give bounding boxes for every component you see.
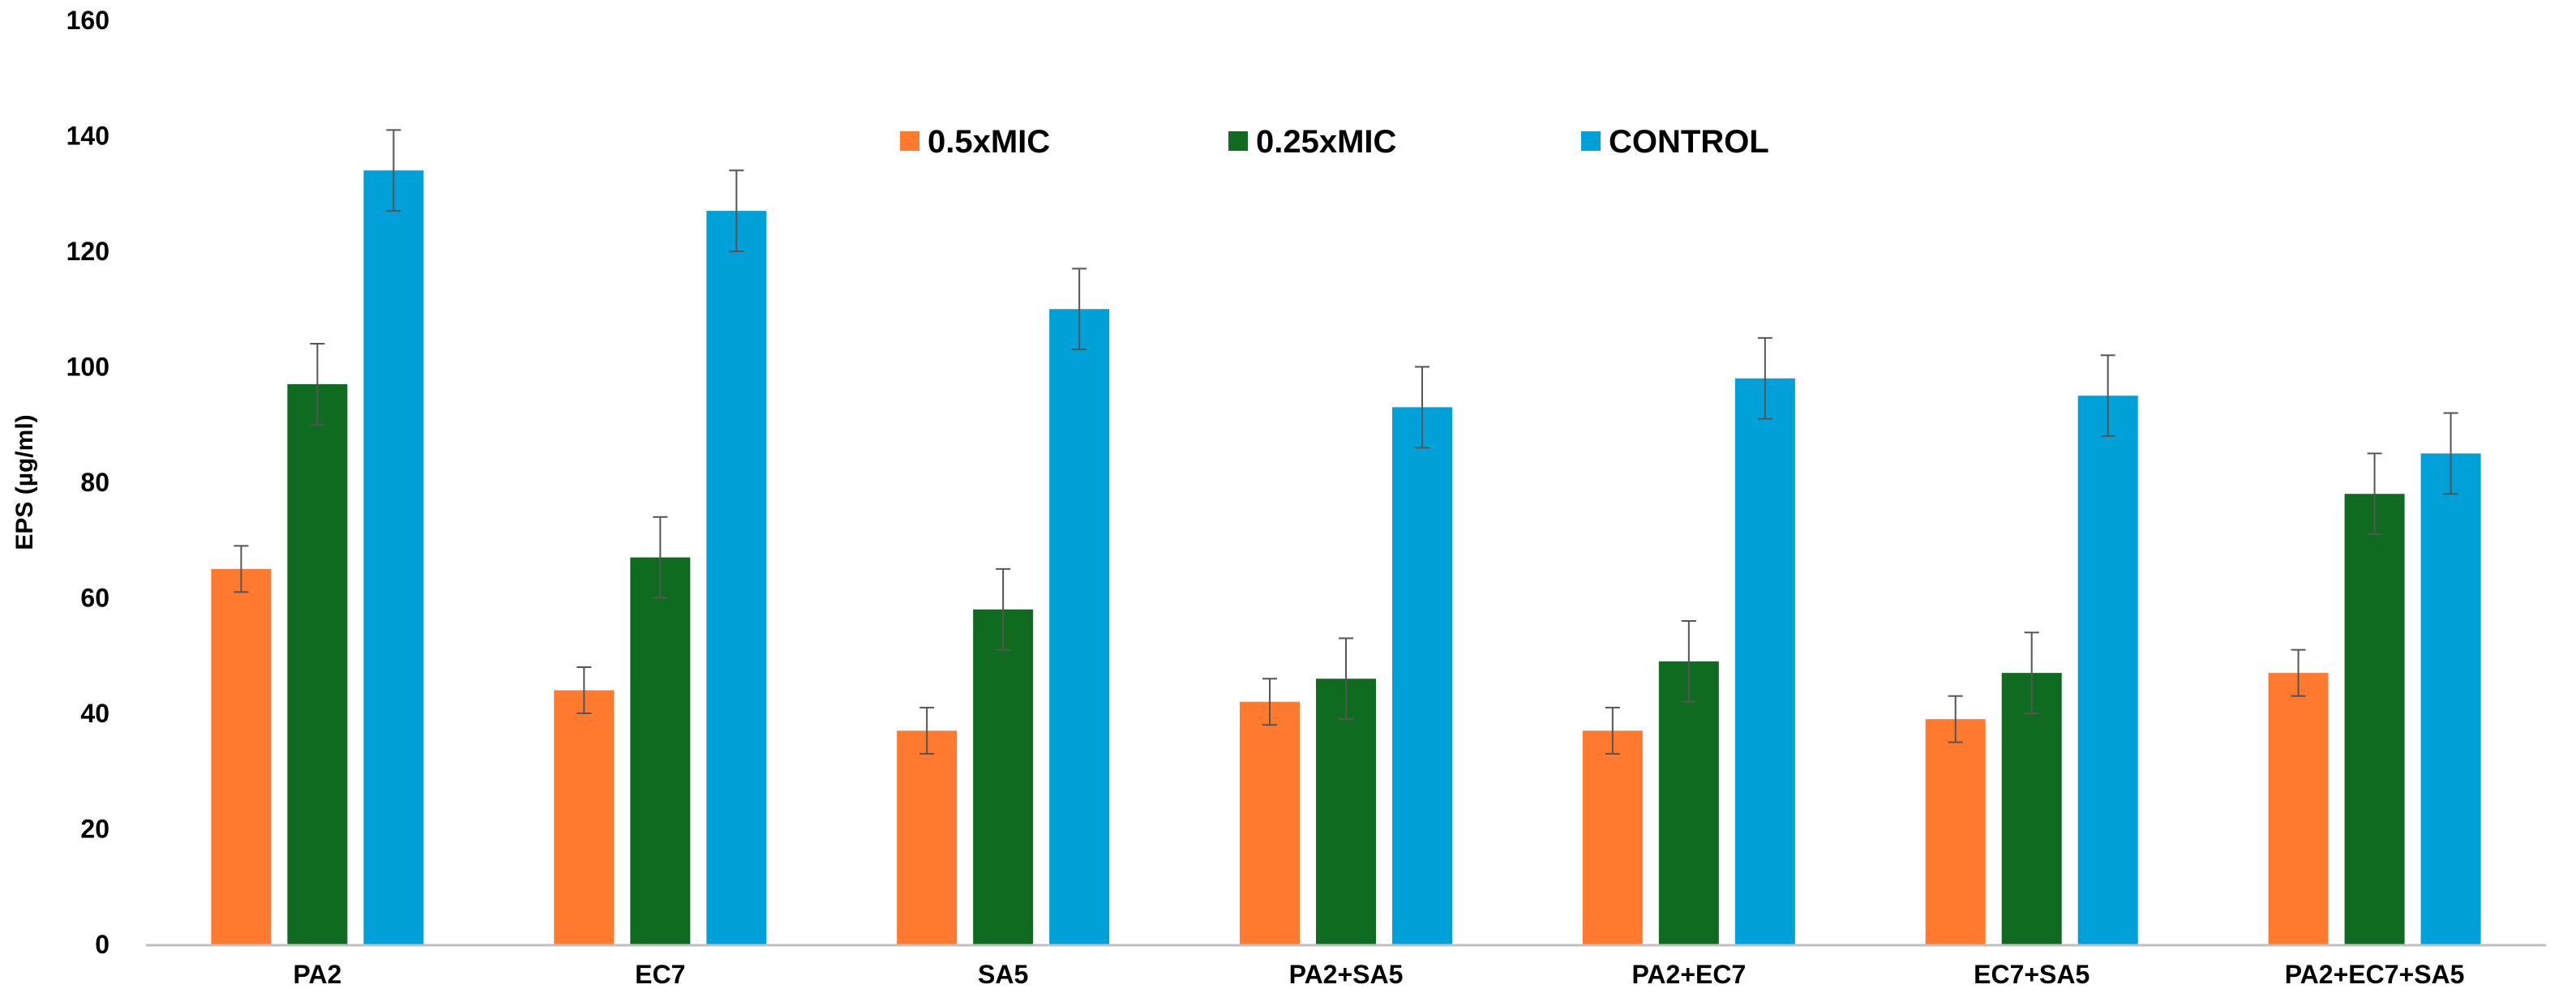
legend-label: CONTROL <box>1609 124 1769 160</box>
error-bar <box>1948 695 1963 743</box>
bar-0-5xmic-ec7-sa5 <box>1925 719 1986 944</box>
x-category-label: EC7+SA5 <box>1974 960 2090 989</box>
bar-0-25xmic-pa2-ec7 <box>1658 661 1719 944</box>
error-bar <box>729 169 744 252</box>
y-tick-label: 40 <box>80 699 109 728</box>
y-axis-ticks: 0 20 40 60 80 100 120 140 160 <box>66 6 109 959</box>
bar-control-ec7 <box>706 211 767 944</box>
error-bar <box>2291 649 2306 697</box>
legend-label: 0.25xMIC <box>1256 124 1396 160</box>
error-bar <box>653 516 668 599</box>
bars-layer <box>211 170 2481 944</box>
x-category-label: PA2+SA5 <box>1289 960 1404 989</box>
error-bar <box>1757 336 1772 420</box>
error-bar <box>576 666 592 714</box>
bar-control-pa2-ec7 <box>1734 378 1795 944</box>
error-bars-layer <box>234 129 2458 755</box>
bar-0-5xmic-pa2-ec7 <box>1582 730 1643 944</box>
x-category-label: PA2+EC7 <box>1631 960 1746 989</box>
bar-0-25xmic-sa5 <box>973 609 1034 944</box>
bar-0-25xmic-pa2 <box>287 383 348 944</box>
y-tick-label: 80 <box>80 468 109 497</box>
y-tick-label: 160 <box>66 6 109 35</box>
error-bar <box>1339 637 1353 721</box>
legend-item: 0.5xMIC <box>900 124 1050 160</box>
y-tick-label: 20 <box>80 815 109 844</box>
x-category-label: PA2 <box>293 960 341 989</box>
error-bar <box>386 129 401 212</box>
legend-item: 0.25xMIC <box>1228 124 1396 160</box>
error-bar <box>996 567 1011 651</box>
bar-control-pa2 <box>363 170 424 944</box>
error-bar <box>1681 620 1696 703</box>
x-axis-labels: PA2 EC7 SA5 PA2+SA5 PA2+EC7 EC7+SA5 PA2+EC7+SA… <box>293 960 2464 989</box>
legend: 0.5xMIC 0.25xMIC CONTROL <box>900 124 1769 160</box>
y-axis-label: EPS (µg/ml) <box>11 414 38 550</box>
y-tick-label: 140 <box>66 122 109 151</box>
bar-control-sa5 <box>1049 309 1110 944</box>
bar-0-5xmic-pa2 <box>211 568 272 944</box>
error-bar <box>1072 268 1087 351</box>
bar-0-5xmic-pa2-sa5 <box>1240 701 1300 944</box>
error-bar <box>234 545 249 593</box>
legend-swatch <box>1581 131 1601 151</box>
y-tick-label: 60 <box>80 584 109 613</box>
bar-0-25xmic-ec7-sa5 <box>2001 673 2062 944</box>
error-bar <box>1605 706 1620 755</box>
legend-swatch <box>900 131 919 151</box>
legend-item: CONTROL <box>1581 124 1769 160</box>
bar-0-25xmic-pa2-ec7-sa5 <box>2344 494 2405 944</box>
y-tick-label: 120 <box>66 237 109 266</box>
bar-0-5xmic-sa5 <box>897 730 958 944</box>
error-bar <box>2367 452 2382 536</box>
error-bar <box>2443 412 2458 495</box>
bar-control-pa2-ec7-sa5 <box>2420 453 2481 944</box>
error-bar <box>2024 631 2039 714</box>
x-category-label: EC7 <box>635 960 685 989</box>
bar-0-5xmic-ec7 <box>554 690 615 944</box>
error-bar <box>2100 354 2115 437</box>
error-bar <box>919 706 935 755</box>
legend-swatch <box>1228 131 1248 151</box>
bar-control-ec7-sa5 <box>2077 396 2138 944</box>
bar-0-25xmic-pa2-sa5 <box>1316 679 1376 944</box>
bar-control-pa2-sa5 <box>1392 407 1452 944</box>
error-bar <box>310 343 325 426</box>
bar-0-25xmic-ec7 <box>630 557 691 944</box>
error-bar <box>1415 366 1429 449</box>
error-bar <box>1262 678 1277 726</box>
x-category-label: PA2+EC7+SA5 <box>2285 960 2465 989</box>
y-tick-label: 100 <box>66 353 109 382</box>
legend-label: 0.5xMIC <box>928 124 1050 160</box>
bar-0-5xmic-pa2-ec7-sa5 <box>2268 673 2329 944</box>
y-tick-label: 0 <box>95 930 109 959</box>
x-category-label: SA5 <box>978 960 1028 989</box>
